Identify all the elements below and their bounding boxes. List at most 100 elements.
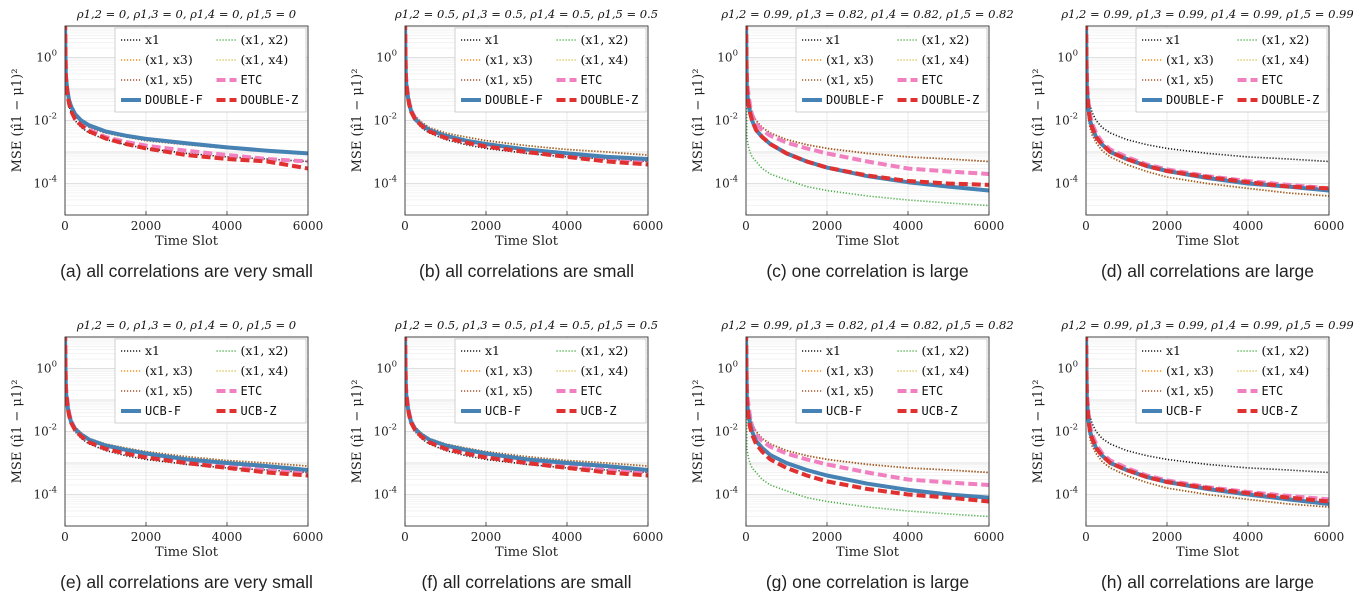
legend-label: (x1, x4): [1262, 52, 1310, 67]
legend-label: DOUBLE-F: [826, 93, 884, 107]
x-tick-label: 0: [401, 530, 409, 544]
y-axis-label: MSE (μ̂1 − μ1)²: [1031, 380, 1046, 484]
legend-box: [795, 338, 988, 424]
plot-frame: [404, 336, 649, 527]
legend-label: (x1, x3): [1166, 363, 1214, 378]
legend-box: [1135, 27, 1328, 113]
legend-label: (x1, x3): [145, 52, 193, 67]
legend-label: DOUBLE-Z: [581, 93, 639, 107]
y-tick-label: 10-2: [33, 112, 57, 128]
legend-label: (x1, x2): [922, 32, 970, 47]
legend-label: (x1, x5): [145, 72, 193, 87]
legend-label: DOUBLE-F: [145, 93, 203, 107]
panel-title: ρ1,2 = 0.99, ρ1,3 = 0.82, ρ1,4 = 0.82, ρ…: [720, 7, 1013, 21]
legend-label: UCB-F: [145, 404, 181, 418]
x-tick-label: 0: [1082, 530, 1090, 544]
x-tick-label: 6000: [1314, 530, 1345, 544]
y-tick-label: 10-4: [1054, 486, 1078, 502]
y-tick-label: 100: [36, 49, 57, 65]
x-tick-label: 4000: [893, 530, 924, 544]
series-line-ucb-f: [65, 337, 308, 472]
x-axis-label: Time Slot: [1176, 545, 1240, 560]
legend-label: DOUBLE-Z: [1262, 93, 1320, 107]
legend-label: (x1, x5): [485, 72, 533, 87]
chart-panel-d: 0 2000 4000 6000 100 10-2 10-4 ρ1,2 = 0.99, ρ1,…: [1031, 7, 1354, 281]
series-group: [1086, 337, 1329, 508]
y-tick-label: 10-2: [33, 423, 57, 439]
legend-label: x1: [145, 343, 160, 358]
legend-label: (x1, x3): [485, 52, 533, 67]
chart-panel-f: 0 2000 4000 6000 100 10-2 10-4 ρ1,2 = 0.5, ρ1,3…: [350, 318, 663, 591]
y-tick-label: 10-4: [714, 175, 738, 191]
series-group: [65, 26, 308, 171]
x-tick-label: 4000: [212, 219, 243, 233]
series-group: [746, 26, 989, 207]
x-tick-label: 6000: [633, 530, 664, 544]
y-axis-label: MSE (μ̂1 − μ1)²: [350, 380, 365, 484]
legend-label: ETC: [922, 73, 944, 87]
legend-label: (x1, x4): [581, 363, 629, 378]
legend-label: UCB-Z: [241, 404, 277, 418]
y-tick-label: 100: [36, 360, 57, 376]
legend-box: [454, 338, 647, 424]
legend-label: DOUBLE-F: [1166, 93, 1224, 107]
legend-label: UCB-F: [485, 404, 521, 418]
legend: x1 (x1, x2) (x1, x3) (x1, x4) (x1, x5) ETC DOU…: [795, 27, 988, 113]
legend-box: [1135, 338, 1328, 424]
legend-label: (x1, x3): [145, 363, 193, 378]
y-axis-label: MSE (μ̂1 − μ1)²: [691, 380, 706, 484]
plot-frame: [1085, 336, 1330, 527]
series-line-double-z: [1086, 26, 1329, 191]
legend-label: UCB-Z: [581, 404, 617, 418]
legend-label: UCB-F: [826, 404, 862, 418]
legend-label: UCB-Z: [922, 404, 958, 418]
y-tick-label: 100: [717, 360, 738, 376]
plot-frame: [64, 25, 309, 216]
panel-caption: (c) one correlation is large: [766, 261, 968, 281]
legend: x1 (x1, x2) (x1, x3) (x1, x4) (x1, x5) ETC DOU…: [454, 27, 647, 113]
chart-panel-e: 0 2000 4000 6000 100 10-2 10-4 ρ1,2 = 0, ρ1,3 =…: [10, 318, 323, 591]
panel-title: ρ1,2 = 0, ρ1,3 = 0, ρ1,4 = 0, ρ1,5 = 0: [76, 7, 296, 21]
legend-label: (x1, x5): [826, 72, 874, 87]
series-line-double-z: [65, 26, 308, 171]
chart-panel-c: 0 2000 4000 6000 100 10-2 10-4 ρ1,2 = 0.99, ρ1,…: [691, 7, 1014, 281]
legend-label: (x1, x4): [922, 52, 970, 67]
plot-frame: [64, 336, 309, 527]
legend-box: [454, 27, 647, 113]
x-axis-label: Time Slot: [495, 545, 559, 560]
x-tick-label: 4000: [1233, 219, 1264, 233]
series-line--x1-x5-: [405, 26, 648, 156]
series-line-ucb-z: [746, 337, 989, 504]
legend-label: (x1, x4): [241, 52, 289, 67]
x-axis-label: Time Slot: [155, 545, 219, 560]
legend-label: (x1, x4): [241, 363, 289, 378]
panel-caption: (b) all correlations are small: [419, 261, 634, 281]
x-tick-label: 0: [61, 530, 69, 544]
legend-label: (x1, x5): [145, 383, 193, 398]
legend-label: ETC: [922, 384, 944, 398]
legend-label: x1: [826, 343, 841, 358]
y-tick-label: 10-4: [373, 175, 397, 191]
legend-label: UCB-Z: [1262, 404, 1298, 418]
x-tick-label: 0: [61, 219, 69, 233]
legend-label: ETC: [581, 73, 603, 87]
panel-caption: (e) all correlations are very small: [60, 572, 313, 591]
panel-caption: (a) all correlations are very small: [60, 261, 313, 281]
legend-label: (x1, x2): [581, 32, 629, 47]
panel-title: ρ1,2 = 0.99, ρ1,3 = 0.99, ρ1,4 = 0.99, ρ…: [1060, 7, 1353, 21]
series-line-etc: [746, 337, 989, 487]
x-tick-label: 6000: [1314, 219, 1345, 233]
series-line-etc: [746, 26, 989, 176]
legend-label: x1: [145, 32, 160, 47]
series-group: [746, 337, 989, 518]
y-tick-label: 100: [1057, 360, 1078, 376]
y-tick-label: 100: [376, 360, 397, 376]
x-tick-label: 0: [742, 530, 750, 544]
legend-label: ETC: [581, 384, 603, 398]
x-tick-label: 2000: [812, 530, 843, 544]
legend-label: ETC: [1262, 73, 1284, 87]
x-tick-label: 4000: [212, 530, 243, 544]
y-tick-label: 10-4: [373, 486, 397, 502]
series-line-ucb-z: [65, 337, 308, 478]
